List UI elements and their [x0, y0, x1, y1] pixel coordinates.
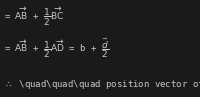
Text: = $\overrightarrow{\mathrm{AB}}$ + $\dfrac{1}{2}\overrightarrow{\mathrm{BC}}$: = $\overrightarrow{\mathrm{AB}}$ + $\dfr… [4, 5, 64, 28]
Text: = $\overrightarrow{\mathrm{AB}}$ + $\dfrac{1}{2}\overrightarrow{\mathrm{AD}}$ = : = $\overrightarrow{\mathrm{AB}}$ + $\dfr… [4, 36, 109, 61]
Text: $\therefore$ \quad\quad\quad position vector of L is $\vec{b}$ + $\dfrac{\vec{d}: $\therefore$ \quad\quad\quad position ve… [4, 72, 200, 96]
